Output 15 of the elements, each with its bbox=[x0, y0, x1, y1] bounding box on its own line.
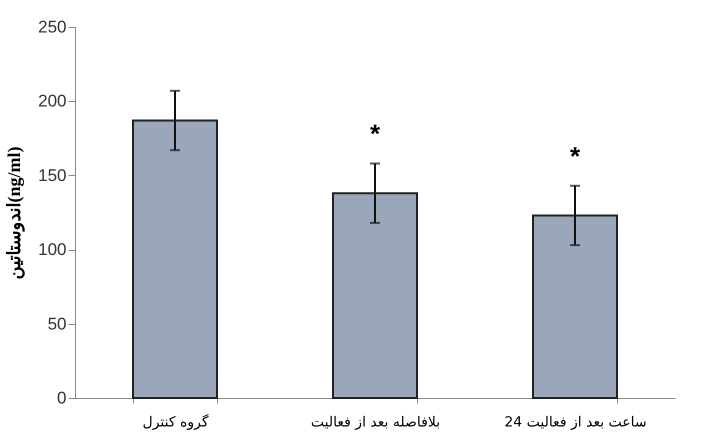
y-tick-label: 150 bbox=[38, 166, 66, 185]
y-axis-title: اندوستاتین(ng/ml) bbox=[4, 146, 26, 280]
annotation: * bbox=[570, 140, 581, 171]
y-tick-label: 0 bbox=[57, 388, 66, 408]
bar bbox=[332, 192, 418, 399]
bar bbox=[532, 214, 618, 399]
annotation: * bbox=[370, 118, 381, 149]
y-tick-label: 250 bbox=[38, 18, 66, 36]
y-tick-label: 100 bbox=[38, 240, 66, 260]
y-tick-label: 50 bbox=[48, 314, 66, 334]
y-tick-label: 200 bbox=[38, 92, 66, 111]
x-tick-label: گروه کنترل bbox=[142, 414, 209, 430]
bar bbox=[132, 119, 218, 399]
x-tick-label: 24 ساعت بعد از فعالیت bbox=[504, 414, 647, 430]
x-tick-label: بلافاصله بعد از فعالیت bbox=[310, 414, 440, 430]
